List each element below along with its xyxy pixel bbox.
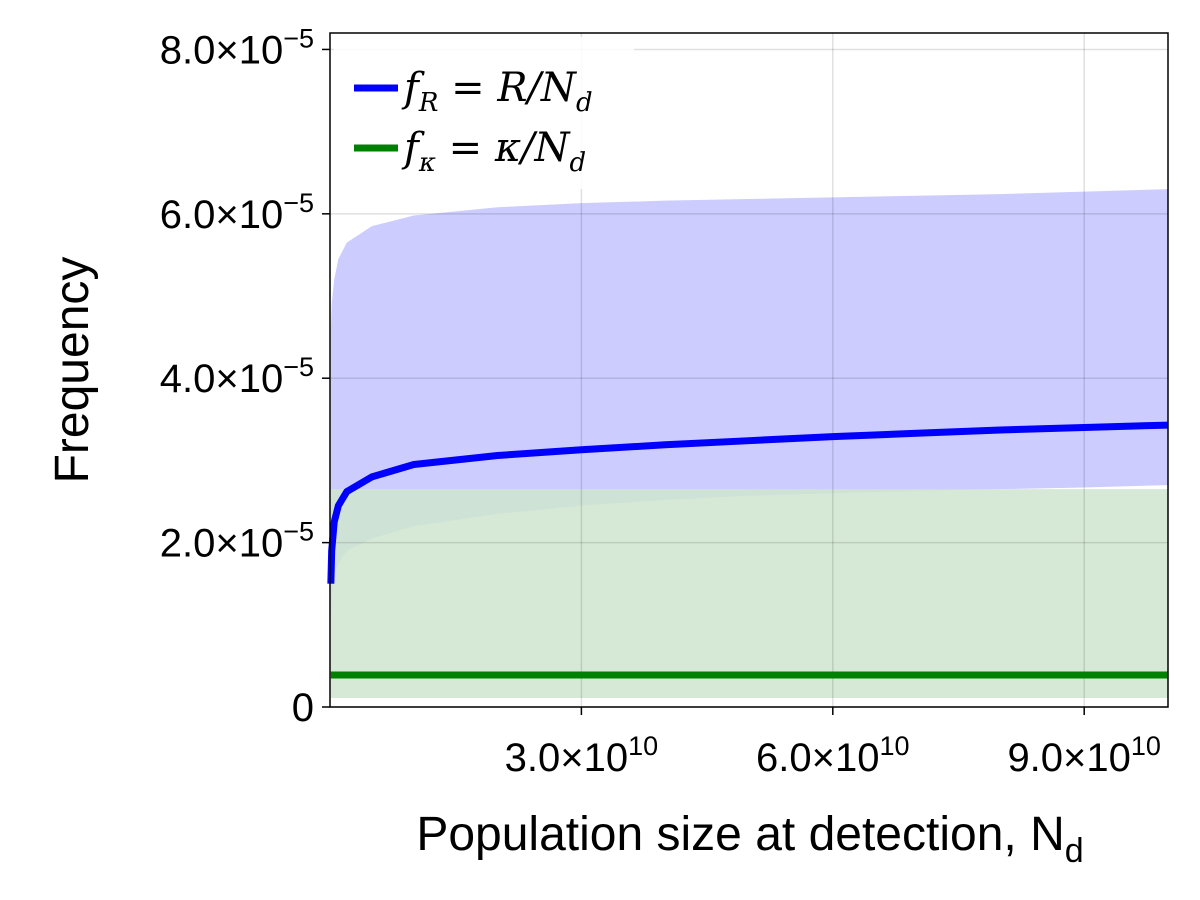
x-axis-label: Population size at detection, Nd (416, 808, 1083, 870)
x-axis-label-sub: d (1065, 832, 1084, 870)
band-series-2 (330, 489, 1169, 698)
legend-box (334, 37, 634, 189)
legend-label-1: fR = R/Nd (401, 65, 593, 118)
plot-frame (329, 32, 1169, 708)
y-tick-label-1: 0 (292, 686, 314, 730)
x-tick-label-2: 6.0×1010 (756, 731, 910, 780)
band-series-1 (330, 189, 1169, 617)
y-tick-label-2: 2.0×10−5 (160, 517, 314, 566)
x-axis-label-main: Population size at detection, N (416, 808, 1064, 861)
y-axis-label: Frequency (46, 257, 99, 484)
y-axis-ticks: 0 2.0×10−5 4.0×10−5 6.0×10−5 8.0×10−5 (160, 23, 330, 730)
y-tick-label-3: 4.0×10−5 (160, 352, 314, 401)
x-tick-label-1: 3.0×1010 (505, 731, 659, 780)
legend-label-2: fκ = κ/Nd (401, 125, 586, 178)
confidence-bands (330, 189, 1169, 698)
x-axis-ticks: 3.0×1010 6.0×1010 9.0×1010 (505, 707, 1161, 780)
y-tick-label-5: 8.0×10−5 (160, 23, 314, 72)
y-tick-label-4: 6.0×10−5 (160, 188, 314, 237)
line-series-1 (327, 421, 1169, 584)
legend: fR = R/Nd fκ = κ/Nd (334, 37, 634, 189)
series-lines (327, 421, 1169, 679)
x-tick-label-3: 9.0×1010 (1007, 731, 1161, 780)
